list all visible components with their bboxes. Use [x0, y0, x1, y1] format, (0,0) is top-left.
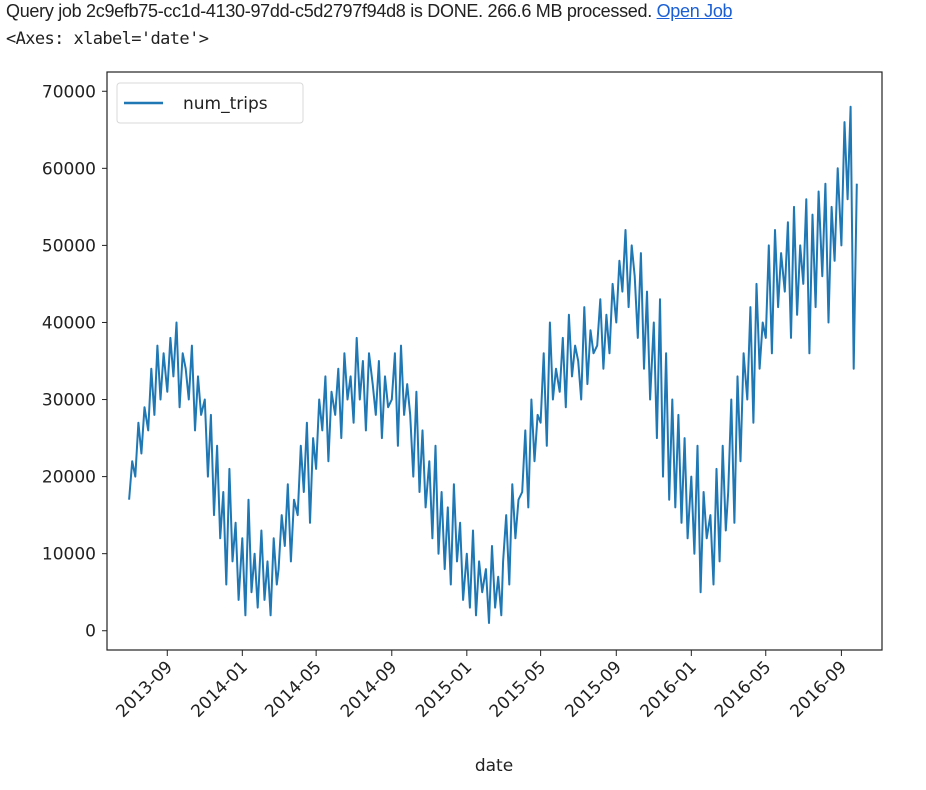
- y-tick-label: 60000: [42, 159, 96, 179]
- x-tick-label: 2014-09: [337, 657, 401, 721]
- open-job-link[interactable]: Open Job: [656, 1, 733, 21]
- y-tick-label: 50000: [42, 236, 96, 256]
- y-tick-label: 20000: [42, 468, 96, 488]
- status-text: Query job 2c9efb75-cc1d-4130-97dd-c5d279…: [6, 1, 652, 21]
- y-tick-label: 10000: [42, 545, 96, 565]
- y-tick-label: 0: [85, 622, 96, 642]
- plot-area: [106, 71, 883, 651]
- series-line-num_trips: [128, 105, 858, 624]
- x-tick-label: 2014-01: [187, 657, 251, 721]
- legend: num_trips: [116, 82, 304, 124]
- x-tick-label: 2015-01: [412, 657, 476, 721]
- y-tick-label: 70000: [42, 82, 96, 102]
- y-tick-label: 30000: [42, 391, 96, 411]
- y-tick-label: 40000: [42, 313, 96, 333]
- legend-box: [116, 82, 304, 124]
- x-axis-label: date: [475, 756, 513, 776]
- x-tick-label: 2015-05: [486, 657, 550, 721]
- x-tick-label: 2016-01: [636, 657, 700, 721]
- legend-label: num_trips: [183, 94, 268, 114]
- x-tick-label: 2013-09: [112, 657, 176, 721]
- x-tick-label: 2016-09: [787, 657, 851, 721]
- x-tick-label: 2014-05: [261, 657, 325, 721]
- x-tick-label: 2015-09: [561, 657, 625, 721]
- axes-repr: <Axes: xlabel='date'>: [6, 29, 209, 49]
- x-tick-label: 2016-05: [711, 657, 775, 721]
- query-status: Query job 2c9efb75-cc1d-4130-97dd-c5d279…: [6, 1, 733, 22]
